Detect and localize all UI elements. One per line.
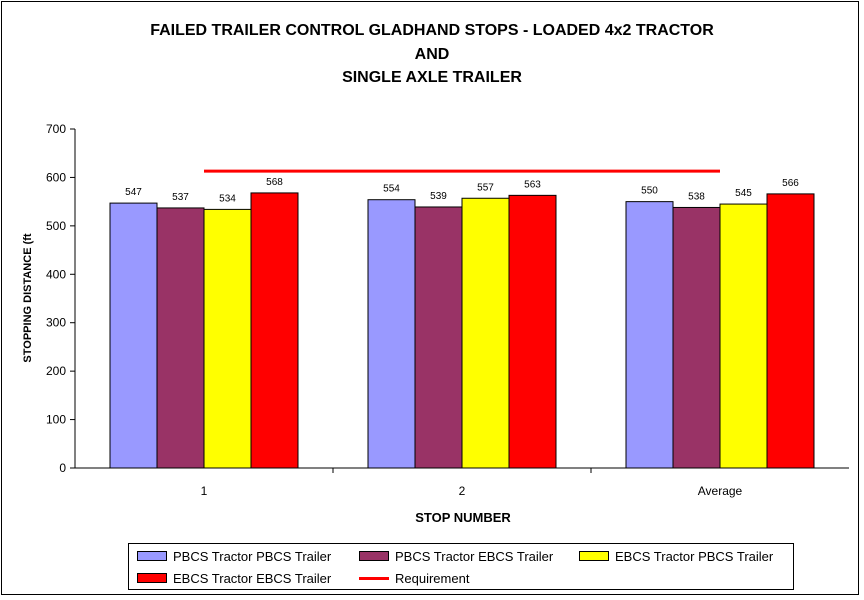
legend-swatch <box>137 573 167 583</box>
data-label: 568 <box>266 177 283 188</box>
bar <box>766 193 815 469</box>
legend: PBCS Tractor PBCS Trailer PBCS Tractor EB… <box>128 543 794 590</box>
bar <box>109 202 158 469</box>
y-tick-label: 200 <box>46 364 66 378</box>
legend-item: Requirement <box>359 569 469 587</box>
legend-item: PBCS Tractor PBCS Trailer <box>137 547 331 565</box>
y-axis-label: STOPPING DISTANCE (ft <box>22 233 34 362</box>
data-label: 563 <box>524 179 541 190</box>
legend-line-marker <box>359 576 389 580</box>
y-tick-label: 0 <box>59 461 66 475</box>
chart-title-line-1: FAILED TRAILER CONTROL GLADHAND STOPS - … <box>150 22 714 39</box>
legend-label: EBCS Tractor EBCS Trailer <box>173 570 332 586</box>
chart-title-line-2: AND <box>414 46 450 63</box>
chart-title-line-3: SINGLE AXLE TRAILER <box>342 69 522 86</box>
x-tick-label: Average <box>698 484 743 498</box>
y-tick-label: 600 <box>46 170 66 184</box>
bar <box>367 199 416 469</box>
legend-swatch <box>359 551 389 561</box>
bar <box>508 194 557 469</box>
data-label: 547 <box>125 187 142 198</box>
x-tick-label: 2 <box>459 484 466 498</box>
y-tick-label: 100 <box>46 413 66 427</box>
data-label: 566 <box>782 178 799 189</box>
legend-label: Requirement <box>395 570 470 586</box>
bar <box>414 206 463 469</box>
bar <box>250 192 299 469</box>
bar <box>203 208 252 469</box>
data-label: 557 <box>477 182 494 193</box>
x-tick-label: 1 <box>201 484 208 498</box>
legend-item: EBCS Tractor PBCS Trailer <box>579 547 773 565</box>
bar <box>672 206 721 469</box>
bar-chart: 0 100 200 300 400 500 600 700 1 547 537 534 568 2 554 5… <box>22 122 849 525</box>
bar <box>461 197 510 469</box>
data-label: 537 <box>172 192 189 203</box>
data-label: 539 <box>430 191 447 202</box>
legend-label: EBCS Tractor PBCS Trailer <box>615 548 774 564</box>
bar <box>625 201 674 469</box>
data-label: 545 <box>735 188 752 199</box>
legend-item: PBCS Tractor EBCS Trailer <box>359 547 553 565</box>
data-label: 534 <box>219 193 236 204</box>
legend-item: EBCS Tractor EBCS Trailer <box>137 569 331 587</box>
bar <box>719 203 768 469</box>
legend-swatch <box>137 551 167 561</box>
legend-label: PBCS Tractor PBCS Trailer <box>173 548 332 564</box>
x-axis-label: STOP NUMBER <box>415 510 511 525</box>
legend-label: PBCS Tractor EBCS Trailer <box>395 548 554 564</box>
legend-swatch <box>579 551 609 561</box>
y-tick-label: 500 <box>46 219 66 233</box>
data-label: 538 <box>688 191 705 202</box>
y-tick-label: 300 <box>46 316 66 330</box>
data-label: 554 <box>383 184 400 195</box>
data-label: 550 <box>641 186 658 197</box>
bar <box>156 207 205 469</box>
y-tick-label: 400 <box>46 267 66 281</box>
y-tick-label: 700 <box>46 122 66 136</box>
